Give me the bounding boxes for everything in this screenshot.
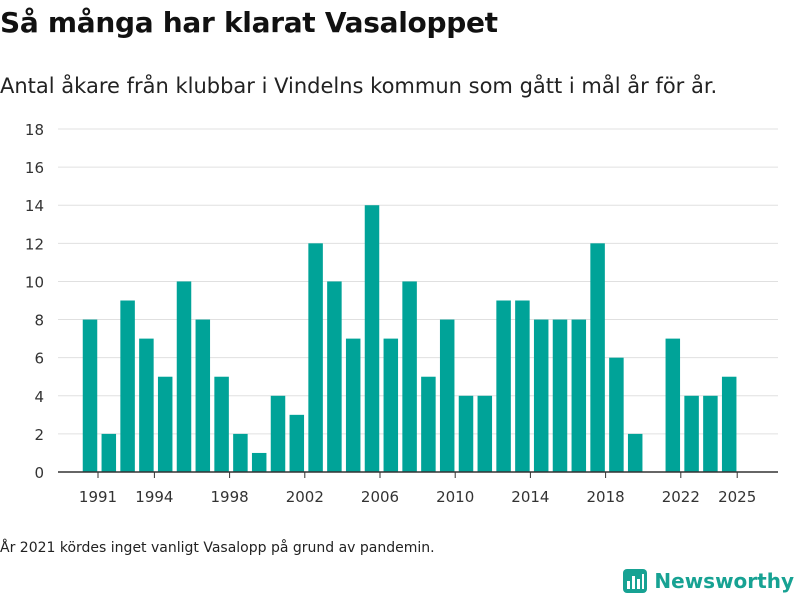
y-tick-label: 10: [25, 273, 44, 291]
y-tick-label: 18: [25, 121, 44, 139]
bar-2005[interactable]: [345, 338, 361, 472]
bar-1997[interactable]: [195, 319, 211, 472]
y-tick-label: 12: [25, 235, 44, 253]
x-tick-label: 2025: [718, 488, 756, 506]
bar-2003[interactable]: [308, 243, 323, 472]
x-tick-label: 1991: [79, 488, 117, 506]
brand-name: Newsworthy: [654, 569, 794, 593]
bar-2025[interactable]: [721, 376, 737, 472]
y-tick-label: 4: [34, 388, 44, 406]
x-tick-label: 2002: [286, 488, 324, 506]
bar-2010[interactable]: [439, 319, 455, 472]
bar-1998[interactable]: [214, 376, 229, 472]
x-tick-label: 2014: [511, 488, 549, 506]
x-tick-label: 2018: [587, 488, 625, 506]
x-tick-label: 1998: [211, 488, 249, 506]
bar-2024[interactable]: [703, 395, 718, 472]
brand-logo: Newsworthy: [622, 568, 794, 594]
x-tick-label: 1994: [135, 488, 173, 506]
bar-1994[interactable]: [139, 338, 154, 472]
x-tick-label: 2010: [436, 488, 474, 506]
bar-2020[interactable]: [627, 433, 643, 472]
bar-2023[interactable]: [684, 395, 699, 472]
bar-2015[interactable]: [533, 319, 549, 472]
y-tick-label: 14: [25, 197, 44, 215]
newsworthy-chart-logo-icon: [623, 569, 648, 593]
bar-2016[interactable]: [552, 319, 568, 472]
y-tick-label: 2: [34, 426, 44, 444]
bar-1996[interactable]: [176, 281, 192, 472]
bar-2001[interactable]: [270, 395, 286, 472]
bar-2011[interactable]: [458, 395, 474, 472]
bar-2007[interactable]: [383, 338, 399, 472]
bar-2022[interactable]: [665, 338, 681, 472]
bar-2008[interactable]: [402, 281, 417, 472]
bar-2012[interactable]: [477, 395, 493, 472]
bar-1995[interactable]: [157, 376, 173, 472]
bar-2013[interactable]: [496, 300, 511, 473]
bar-2009[interactable]: [421, 376, 436, 472]
x-tick-label: 2022: [662, 488, 700, 506]
y-tick-label: 16: [25, 159, 44, 177]
bar-1991[interactable]: [82, 319, 98, 472]
bar-2002[interactable]: [289, 414, 305, 472]
y-tick-label: 8: [34, 312, 44, 330]
bar-2006[interactable]: [364, 205, 380, 472]
bar-2000[interactable]: [251, 452, 267, 472]
footnote: År 2021 kördes inget vanligt Vasalopp på…: [0, 540, 435, 556]
chart-subtitle: Antal åkare från klubbar i Vindelns komm…: [0, 74, 718, 98]
bar-2004[interactable]: [327, 281, 342, 472]
bar-2019[interactable]: [609, 357, 624, 472]
bar-1992[interactable]: [101, 433, 117, 472]
y-tick-label: 0: [34, 464, 44, 482]
bar-2014[interactable]: [515, 300, 530, 473]
bar-1999[interactable]: [233, 433, 248, 472]
bar-1993[interactable]: [120, 300, 135, 473]
axes: 0 2 4 6 8 10 12 14 16 18 1991 1994 1998 2002 2006 2010 2…: [25, 121, 778, 506]
y-tick-label: 6: [34, 350, 44, 368]
chart-title: Så många har klarat Vasaloppet: [0, 6, 498, 39]
bar-2017[interactable]: [571, 319, 587, 472]
bar-chart: 0 2 4 6 8 10 12 14 16 18 1991 1994 1998 2002 2006 2010 2…: [25, 121, 778, 506]
bar-2018[interactable]: [590, 243, 605, 472]
bars: [82, 205, 737, 473]
x-tick-label: 2006: [361, 488, 399, 506]
